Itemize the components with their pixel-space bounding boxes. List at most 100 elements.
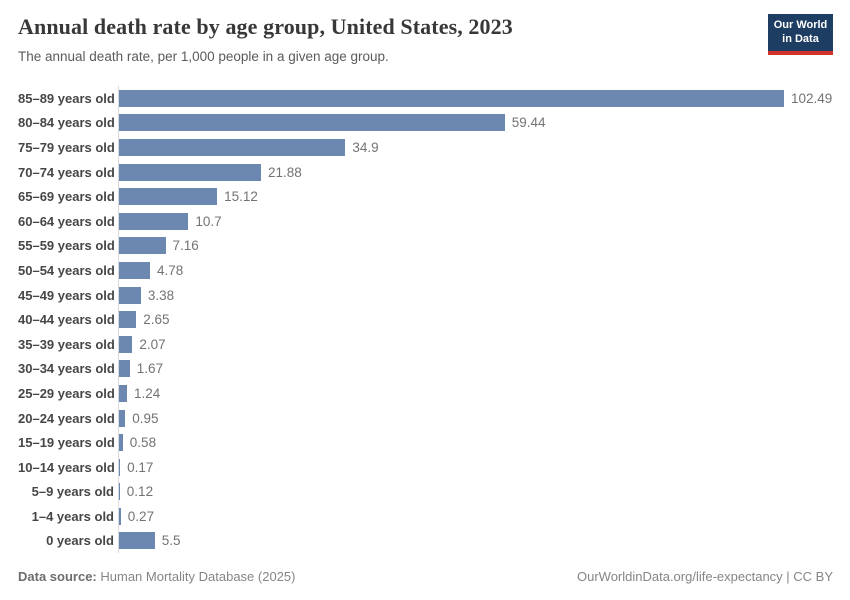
bar[interactable] — [119, 212, 189, 230]
bar-track: 0.58 — [118, 430, 850, 455]
bar[interactable] — [119, 335, 133, 353]
value-label: 59.44 — [511, 115, 546, 131]
category-label: 15–19 years old — [18, 435, 115, 451]
bar-track: 59.44 — [118, 110, 850, 136]
bar-track: 7.16 — [118, 233, 850, 259]
category-label: 10–14 years old — [18, 459, 115, 475]
chart-row: 60–64 years old 10.7 — [18, 208, 850, 234]
bar[interactable] — [119, 384, 127, 402]
bar-track: 0.95 — [118, 405, 850, 431]
chart-row: 50–54 years old 4.78 — [18, 258, 850, 283]
value-label: 1.67 — [136, 361, 164, 377]
category-label: 35–39 years old — [18, 336, 115, 352]
owid-logo[interactable]: Our World in Data — [768, 14, 833, 55]
data-source: Data source: Human Mortality Database (2… — [18, 569, 295, 584]
value-label: 2.65 — [143, 312, 170, 328]
category-label: 45–49 years old — [18, 287, 115, 303]
bar-track: 0.27 — [118, 504, 850, 529]
bar[interactable] — [119, 237, 166, 255]
bar-track: 0.17 — [118, 454, 850, 480]
bar[interactable] — [119, 532, 155, 550]
category-label: 25–29 years old — [18, 385, 115, 401]
bar[interactable] — [119, 311, 137, 329]
bar-chart: 85–89 years old 102.49 80–84 years old 5… — [18, 86, 850, 554]
chart-row: 45–49 years old 3.38 — [18, 282, 850, 308]
value-label: 1.24 — [134, 385, 161, 401]
category-label: 75–79 years old — [18, 139, 115, 155]
value-label: 3.38 — [147, 287, 175, 303]
category-label: 5–9 years old — [31, 484, 114, 500]
chart-row: 15–19 years old 0.58 — [18, 430, 850, 455]
category-label: 65–69 years old — [18, 189, 115, 205]
bar[interactable] — [119, 360, 130, 378]
category-label: 85–89 years old — [18, 90, 115, 106]
data-source-value[interactable]: Human Mortality Database (2025) — [100, 569, 296, 584]
chart-row: 65–69 years old 15.12 — [18, 184, 850, 209]
bar[interactable] — [119, 507, 121, 525]
chart-row: 70–74 years old 21.88 — [18, 159, 850, 185]
chart-title: Annual death rate by age group, United S… — [18, 14, 513, 39]
owid-logo-line2: in Data — [782, 32, 819, 45]
category-label: 20–24 years old — [18, 410, 115, 426]
chart-row: 80–84 years old 59.44 — [18, 110, 850, 136]
bar-track: 5.5 — [118, 528, 850, 554]
bar-track: 21.88 — [118, 159, 850, 185]
value-label: 5.5 — [161, 533, 181, 549]
bar[interactable] — [119, 286, 141, 304]
chart-row: 0 years old 5.5 — [18, 528, 850, 554]
category-label: 30–34 years old — [18, 361, 115, 377]
value-label: 0.27 — [127, 508, 155, 524]
bar[interactable] — [119, 261, 150, 279]
bar[interactable] — [119, 89, 784, 107]
value-label: 102.49 — [791, 90, 833, 106]
bar[interactable] — [119, 458, 121, 476]
category-label: 80–84 years old — [18, 115, 115, 131]
bar[interactable] — [119, 434, 123, 452]
chart-row: 25–29 years old 1.24 — [18, 381, 850, 406]
chart-row: 55–59 years old 7.16 — [18, 233, 850, 259]
data-source-label: Data source: — [18, 569, 97, 584]
bar[interactable] — [119, 409, 126, 427]
value-label: 10.7 — [195, 213, 222, 229]
chart-header: Annual death rate by age group, United S… — [18, 14, 833, 64]
bar[interactable] — [119, 114, 505, 132]
chart-row: 85–89 years old 102.49 — [18, 86, 850, 111]
value-label: 0.17 — [127, 459, 154, 475]
bar-track: 10.7 — [118, 208, 850, 234]
bar-track: 2.07 — [118, 331, 850, 357]
value-label: 0.12 — [126, 484, 154, 500]
value-label: 7.16 — [172, 238, 199, 254]
chart-row: 75–79 years old 34.9 — [18, 135, 850, 160]
chart-subtitle: The annual death rate, per 1,000 people … — [18, 49, 389, 65]
value-label: 34.9 — [352, 139, 379, 155]
chart-row: 30–34 years old 1.67 — [18, 356, 850, 382]
bar-track: 102.49 — [118, 86, 850, 111]
chart-row: 10–14 years old 0.17 — [18, 454, 850, 480]
category-label: 1–4 years old — [31, 508, 114, 524]
footer-link[interactable]: OurWorldinData.org/life-expectancy | CC … — [576, 569, 833, 584]
bar-track: 15.12 — [118, 184, 850, 209]
bar-track: 34.9 — [118, 135, 850, 160]
bar-track: 2.65 — [118, 307, 850, 332]
bar[interactable] — [119, 483, 120, 501]
chart-row: 1–4 years old 0.27 — [18, 504, 850, 529]
category-label: 40–44 years old — [18, 312, 115, 328]
owid-logo-line1: Our World — [773, 19, 828, 31]
category-label: 60–64 years old — [18, 213, 115, 229]
chart-row: 40–44 years old 2.65 — [18, 307, 850, 332]
bar-track: 0.12 — [118, 479, 850, 505]
chart-row: 35–39 years old 2.07 — [18, 331, 850, 357]
bar-track: 3.38 — [118, 282, 850, 308]
chart-row: 20–24 years old 0.95 — [18, 405, 850, 431]
category-label: 70–74 years old — [18, 164, 115, 180]
value-label: 0.58 — [129, 435, 157, 451]
category-label: 0 years old — [46, 533, 114, 549]
bar[interactable] — [119, 188, 218, 206]
bar-track: 4.78 — [118, 258, 850, 283]
chart-row: 5–9 years old 0.12 — [18, 479, 850, 505]
bar[interactable] — [119, 163, 261, 181]
value-label: 2.07 — [139, 336, 166, 352]
bar[interactable] — [119, 138, 346, 156]
category-label: 50–54 years old — [18, 262, 115, 278]
